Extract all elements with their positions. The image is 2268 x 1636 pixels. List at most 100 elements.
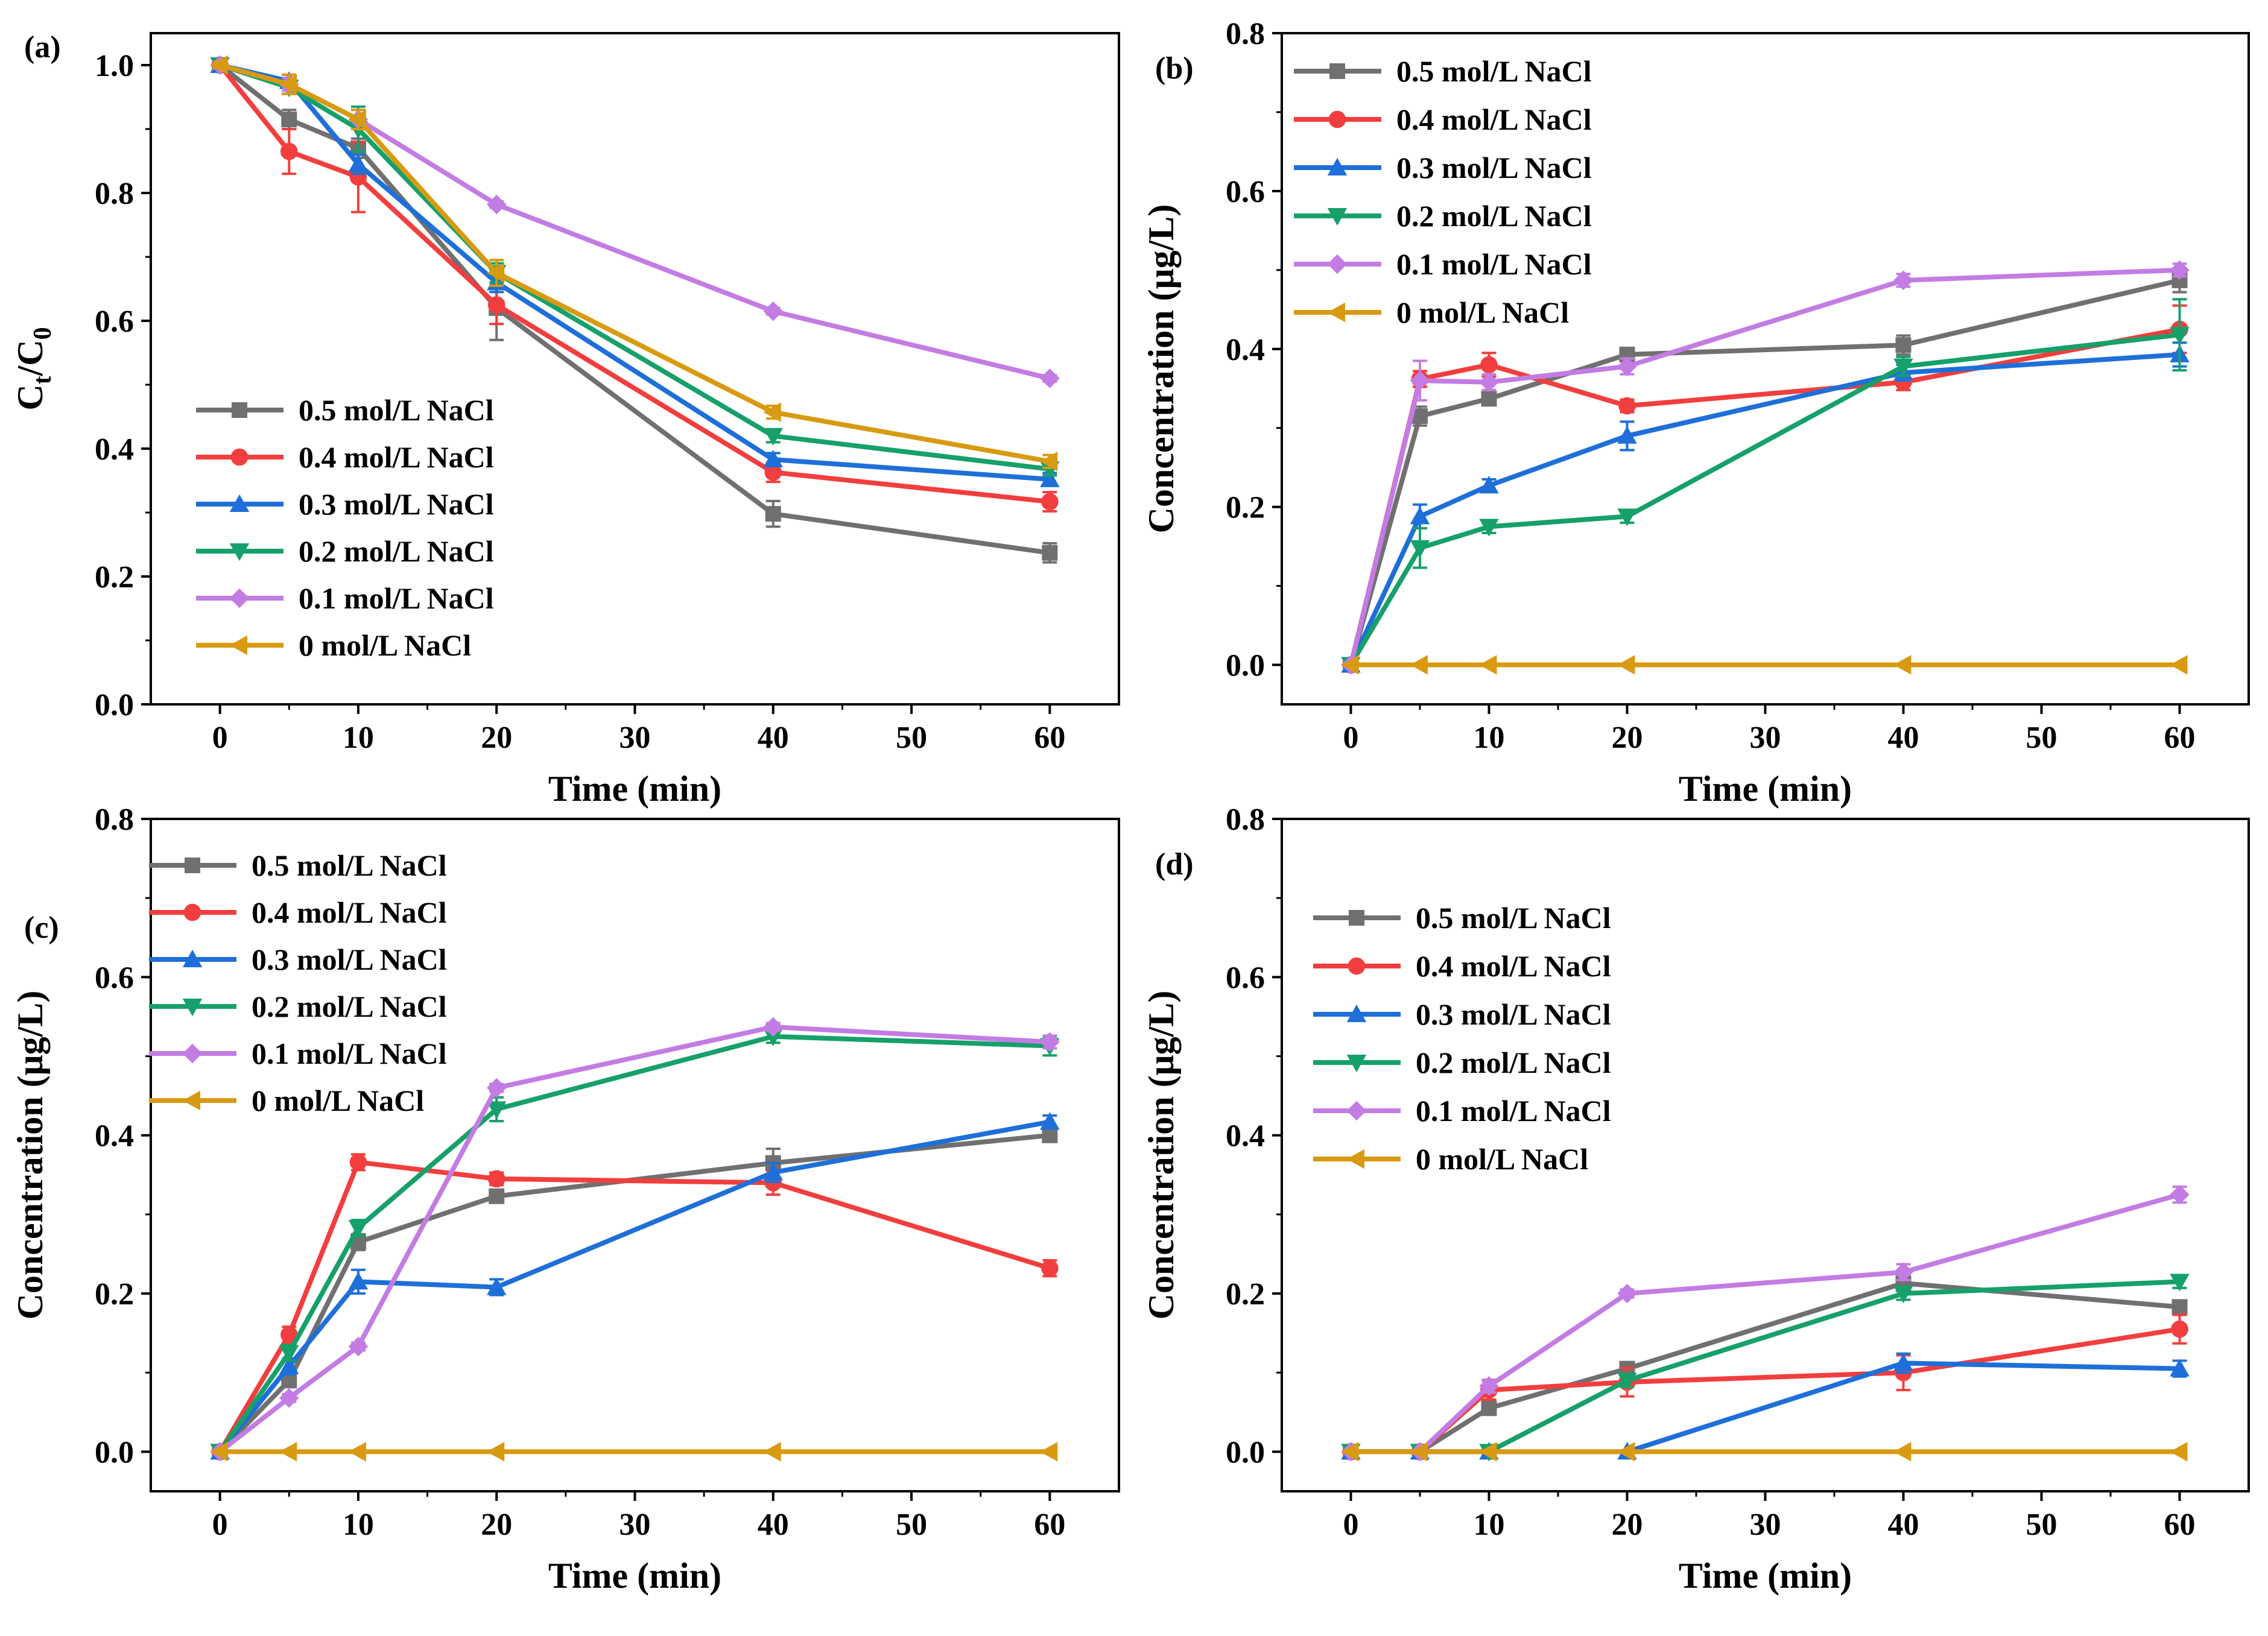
y-tick-label: 0.6	[1226, 175, 1265, 209]
legend-label: 0.3 mol/L NaCl	[252, 943, 447, 976]
legend-marker	[182, 1043, 203, 1064]
data-point	[210, 1442, 228, 1462]
panel-label: (d)	[1155, 847, 1194, 882]
data-point	[2170, 1359, 2190, 1377]
data-point	[764, 463, 782, 481]
data-point	[348, 1272, 369, 1290]
y-tick-label: 0.6	[95, 961, 134, 995]
data-point	[348, 154, 369, 172]
data-point	[280, 1325, 298, 1344]
series-line	[1348, 352, 2180, 666]
data-point	[1040, 1112, 1060, 1130]
data-point	[1617, 1283, 1637, 1304]
data-point	[1040, 368, 1060, 388]
data-point	[763, 402, 781, 422]
x-tick-label: 60	[1034, 1508, 1065, 1542]
data-point	[763, 1442, 781, 1462]
data-point	[1893, 1353, 1913, 1371]
legend-label: 0.1 mol/L NaCl	[299, 581, 494, 615]
data-point	[1893, 1442, 1912, 1462]
data-point	[2170, 1442, 2188, 1462]
x-tick-label: 10	[343, 721, 374, 755]
y-axis-label: Ct/C0	[10, 327, 57, 410]
data-point	[487, 1170, 505, 1188]
legend-label: 0.5 mol/L NaCl	[1396, 54, 1592, 88]
legend-marker	[1327, 157, 1348, 175]
data-point	[1410, 540, 1430, 558]
legend-marker	[229, 494, 250, 512]
data-point	[763, 1017, 784, 1037]
series-line	[218, 1160, 1051, 1453]
x-tick-label: 50	[896, 721, 927, 755]
legend-marker	[1329, 63, 1345, 79]
legend-label: 0.4 mol/L NaCl	[1396, 103, 1592, 136]
data-point	[1617, 426, 1637, 444]
data-point	[1480, 356, 1498, 374]
data-point	[1893, 270, 1913, 291]
data-point	[486, 1277, 507, 1295]
data-point	[763, 428, 784, 446]
data-point	[1410, 507, 1430, 525]
data-point	[1617, 356, 1637, 376]
series-line	[1349, 332, 2180, 666]
data-point	[279, 1345, 299, 1363]
data-point	[1041, 493, 1059, 511]
series-line	[218, 1024, 1050, 1454]
data-point	[1042, 545, 1058, 561]
series-line	[219, 63, 1051, 464]
panel-label: (a)	[24, 30, 61, 65]
x-tick-label: 30	[619, 721, 651, 755]
data-point	[2171, 1320, 2188, 1338]
data-point	[1895, 337, 1912, 353]
data-point	[2170, 1274, 2190, 1292]
data-point	[1042, 1127, 1058, 1143]
legend-marker	[185, 857, 200, 873]
legend-marker	[1348, 957, 1366, 975]
series-line	[1348, 277, 2181, 666]
data-point	[2171, 1299, 2188, 1315]
legend-label: 0.3 mol/L NaCl	[1416, 997, 1611, 1031]
data-point	[1893, 1286, 1913, 1304]
data-point	[487, 296, 505, 314]
legend-marker	[182, 999, 203, 1017]
legend: 0.5 mol/L NaCl 0.4 mol/L NaCl 0.3 mol/L Na…	[149, 848, 447, 1117]
x-tick-label: 20	[481, 721, 512, 755]
data-point	[1410, 370, 1430, 391]
legend-marker	[1346, 1101, 1367, 1121]
data-point	[281, 112, 297, 128]
data-point	[486, 1078, 507, 1098]
y-tick-label: 0.4	[1226, 333, 1265, 367]
data-point	[1040, 1032, 1060, 1052]
x-tick-label: 60	[1034, 721, 1065, 755]
data-point	[279, 74, 297, 95]
data-point	[1341, 1442, 1359, 1462]
panel-d: 0 10 20 30 40 50 60 0.0 0.2 0.4 0.6 0.8 Time (min) Co…	[1141, 803, 2250, 1596]
y-tick-label: 0.0	[1226, 1435, 1265, 1470]
data-point	[348, 1220, 369, 1238]
legend-label: 0.5 mol/L NaCl	[299, 393, 494, 427]
x-tick-label: 50	[896, 1508, 927, 1542]
legend-marker	[1349, 910, 1364, 926]
legend-label: 0.1 mol/L NaCl	[1396, 247, 1592, 281]
legend-label: 0.5 mol/L NaCl	[1416, 901, 1611, 935]
y-tick-label: 0.2	[1226, 491, 1265, 525]
x-tick-label: 10	[1474, 1508, 1505, 1542]
legend: 0.5 mol/L NaCl 0.4 mol/L NaCl 0.3 mol/L Na…	[1294, 54, 1592, 329]
x-tick-label: 30	[619, 1508, 651, 1542]
legend-marker	[1328, 110, 1346, 128]
data-point	[1481, 391, 1497, 407]
legend-marker	[1346, 1004, 1367, 1022]
data-point	[1481, 1400, 1497, 1416]
x-tick-label: 10	[1474, 721, 1505, 755]
x-tick-label: 60	[2164, 721, 2196, 755]
legend-marker	[1327, 302, 1345, 323]
data-point	[348, 1336, 369, 1357]
data-point	[486, 194, 507, 215]
x-tick-label: 40	[758, 1508, 789, 1542]
y-tick-label: 0.8	[95, 177, 134, 211]
y-axis-label: Concentration (μg/L)	[1141, 204, 1181, 534]
y-tick-label: 0.4	[95, 1119, 134, 1154]
x-tick-label: 0	[1343, 721, 1359, 755]
data-point	[2170, 327, 2190, 345]
